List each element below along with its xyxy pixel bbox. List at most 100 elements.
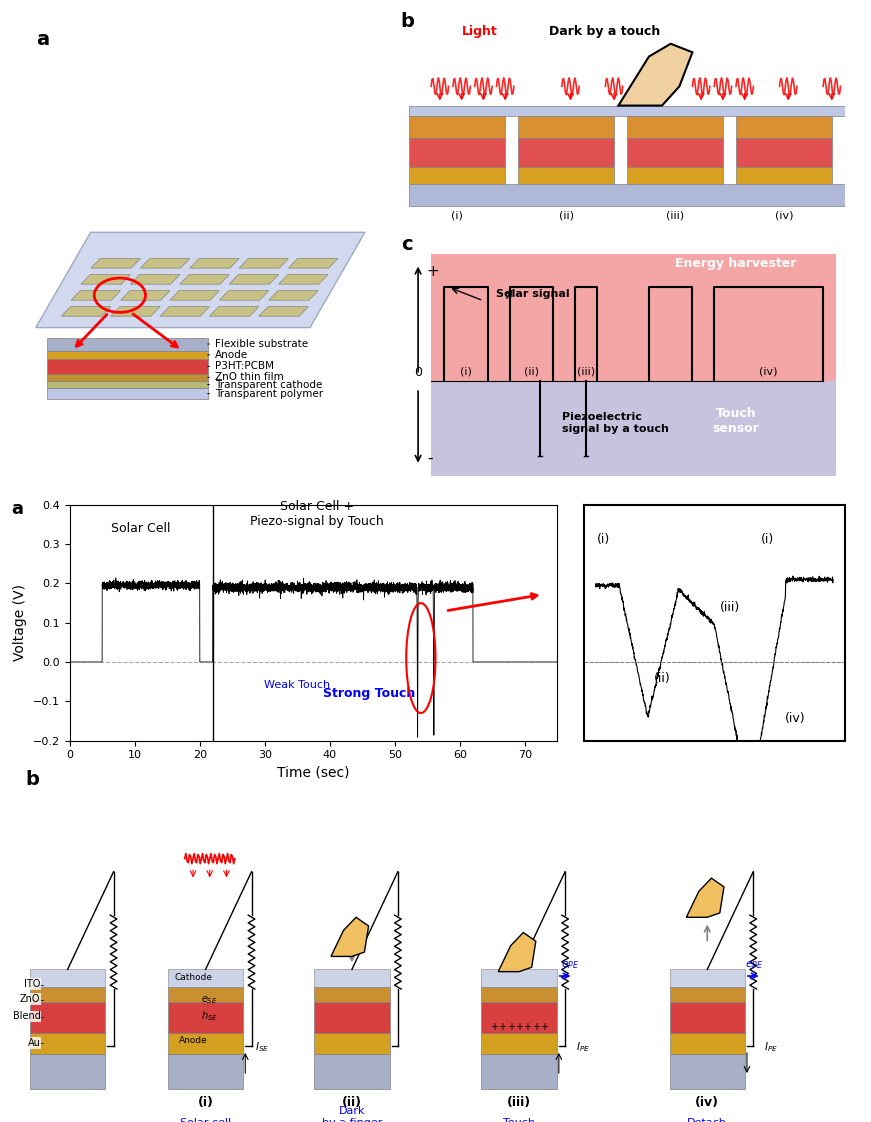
Bar bbox=[736, 117, 832, 138]
Text: Piezoelectric
signal by a touch: Piezoelectric signal by a touch bbox=[562, 413, 669, 434]
Text: Blend: Blend bbox=[12, 1011, 40, 1021]
Polygon shape bbox=[618, 44, 692, 105]
Bar bbox=[482, 969, 557, 987]
Text: Dark
by a finger: Dark by a finger bbox=[321, 1106, 382, 1122]
Bar bbox=[482, 1055, 557, 1089]
Polygon shape bbox=[140, 258, 190, 268]
Text: (i): (i) bbox=[198, 1096, 213, 1110]
Text: (ii): (ii) bbox=[654, 672, 671, 684]
Bar bbox=[409, 138, 505, 167]
Polygon shape bbox=[61, 306, 111, 316]
Polygon shape bbox=[288, 258, 338, 268]
Polygon shape bbox=[219, 291, 269, 301]
Bar bbox=[30, 1002, 105, 1032]
Text: Light: Light bbox=[462, 25, 497, 38]
Bar bbox=[670, 1002, 745, 1032]
Text: ZnO thin film: ZnO thin film bbox=[207, 373, 284, 383]
Text: $I_{SE}$: $I_{SE}$ bbox=[255, 1040, 269, 1054]
Bar bbox=[30, 969, 105, 987]
Polygon shape bbox=[279, 275, 328, 284]
Text: c: c bbox=[401, 236, 412, 254]
Bar bbox=[670, 969, 745, 987]
Bar bbox=[168, 1032, 243, 1055]
Text: +: + bbox=[490, 1022, 498, 1032]
Bar bbox=[518, 167, 614, 184]
FancyBboxPatch shape bbox=[47, 350, 207, 359]
Bar bbox=[168, 1002, 243, 1032]
Text: +: + bbox=[515, 1022, 523, 1032]
Polygon shape bbox=[331, 918, 368, 956]
Text: Touch
sensor: Touch sensor bbox=[712, 407, 760, 435]
Text: (iv): (iv) bbox=[760, 367, 778, 377]
Text: Dark by a touch: Dark by a touch bbox=[549, 25, 660, 38]
Text: (iii): (iii) bbox=[666, 211, 684, 221]
Text: P3HT:PCBM: P3HT:PCBM bbox=[207, 361, 274, 371]
Bar bbox=[627, 138, 723, 167]
Text: (ii): (ii) bbox=[342, 1096, 361, 1110]
Text: +: + bbox=[540, 1022, 548, 1032]
Text: Detach: Detach bbox=[687, 1118, 727, 1122]
Text: $I_{PE}$: $I_{PE}$ bbox=[576, 1040, 590, 1054]
Text: Transparent cathode: Transparent cathode bbox=[207, 379, 322, 389]
Polygon shape bbox=[160, 306, 210, 316]
Polygon shape bbox=[170, 291, 219, 301]
Text: a: a bbox=[36, 30, 49, 49]
Polygon shape bbox=[111, 306, 160, 316]
Text: ITO: ITO bbox=[24, 978, 40, 988]
Text: Solar cell: Solar cell bbox=[180, 1118, 231, 1122]
Bar bbox=[409, 184, 845, 205]
Text: Energy harvester: Energy harvester bbox=[675, 257, 797, 270]
Bar bbox=[314, 1055, 389, 1089]
Text: Flexible substrate: Flexible substrate bbox=[207, 339, 308, 349]
Polygon shape bbox=[131, 275, 179, 284]
Bar bbox=[30, 987, 105, 1002]
Text: b: b bbox=[401, 12, 415, 30]
Text: Cathode: Cathode bbox=[174, 974, 212, 983]
Bar bbox=[670, 987, 745, 1002]
Bar bbox=[314, 969, 389, 987]
Text: Weak Touch: Weak Touch bbox=[264, 680, 330, 690]
Text: +: + bbox=[532, 1022, 540, 1032]
Bar bbox=[482, 1002, 557, 1032]
Text: $e_{PE}$: $e_{PE}$ bbox=[561, 959, 579, 972]
Polygon shape bbox=[498, 932, 536, 972]
Polygon shape bbox=[190, 258, 240, 268]
Text: $e_{PE}$: $e_{PE}$ bbox=[745, 959, 763, 972]
X-axis label: Time (sec): Time (sec) bbox=[277, 766, 350, 780]
Bar bbox=[627, 117, 723, 138]
Text: (iv): (iv) bbox=[695, 1096, 719, 1110]
Bar bbox=[518, 117, 614, 138]
Polygon shape bbox=[259, 306, 308, 316]
Polygon shape bbox=[229, 275, 279, 284]
Text: (iii): (iii) bbox=[507, 1096, 531, 1110]
Bar bbox=[409, 117, 505, 138]
Polygon shape bbox=[269, 291, 318, 301]
Text: ZnO: ZnO bbox=[20, 994, 40, 1004]
Text: (i): (i) bbox=[597, 533, 610, 545]
Text: Solar Cell: Solar Cell bbox=[111, 523, 171, 535]
Text: (ii): (ii) bbox=[523, 367, 539, 377]
Text: b: b bbox=[26, 770, 40, 789]
Bar bbox=[314, 987, 389, 1002]
Text: (iii): (iii) bbox=[577, 367, 595, 377]
Polygon shape bbox=[71, 291, 120, 301]
Bar bbox=[409, 167, 505, 184]
Bar bbox=[168, 1055, 243, 1089]
Bar bbox=[736, 138, 832, 167]
Text: $I_{PE}$: $I_{PE}$ bbox=[764, 1040, 778, 1054]
Bar bbox=[168, 969, 243, 987]
FancyBboxPatch shape bbox=[47, 374, 207, 381]
FancyBboxPatch shape bbox=[47, 338, 207, 350]
Bar bbox=[670, 1055, 745, 1089]
FancyBboxPatch shape bbox=[47, 359, 207, 374]
Bar bbox=[670, 1032, 745, 1055]
Bar bbox=[482, 1032, 557, 1055]
Text: (iv): (iv) bbox=[774, 211, 793, 221]
Text: 0: 0 bbox=[414, 367, 422, 379]
Text: (iii): (iii) bbox=[719, 601, 739, 614]
FancyBboxPatch shape bbox=[47, 381, 207, 388]
Text: +: + bbox=[427, 264, 440, 278]
Text: (i): (i) bbox=[460, 367, 472, 377]
Bar bbox=[482, 987, 557, 1002]
Bar bbox=[431, 254, 836, 381]
